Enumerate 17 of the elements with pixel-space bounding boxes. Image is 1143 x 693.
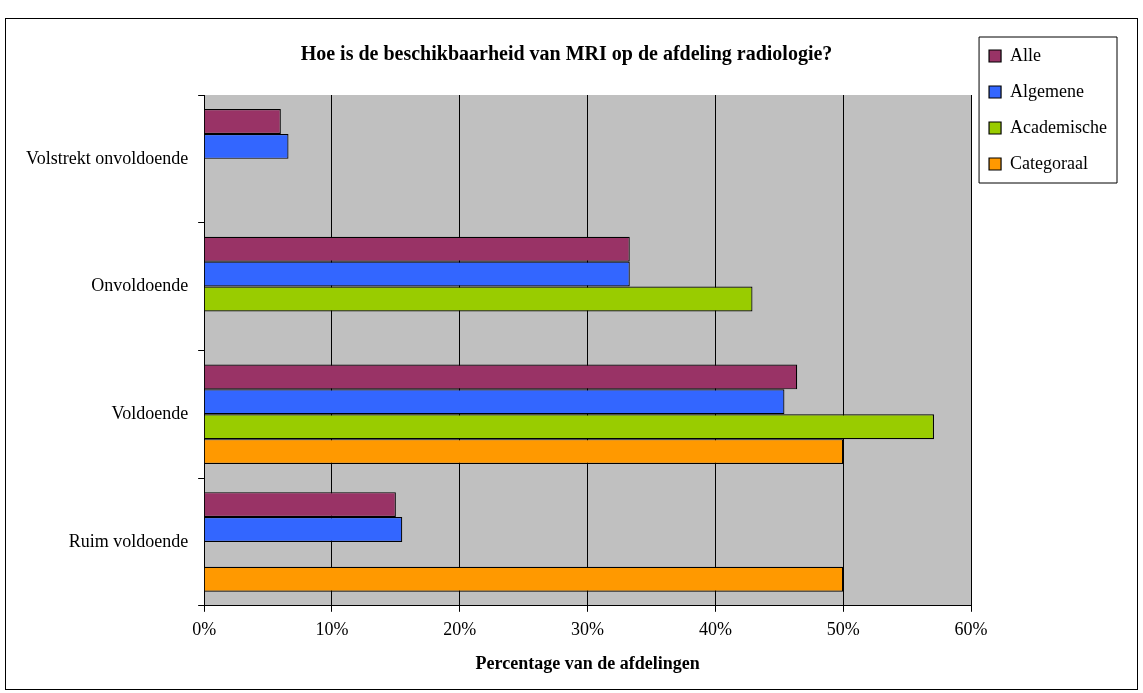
x-tick-label: 60% [954, 619, 988, 640]
x-axis-title: Percentage van de afdelingen [475, 652, 700, 673]
legend-label: Algemene [1010, 80, 1085, 101]
x-tick-label: 10% [315, 619, 349, 640]
x-tick-label: 50% [826, 619, 860, 640]
x-tick-label: 20% [443, 619, 477, 640]
legend-label: Alle [1010, 44, 1042, 65]
x-tick-label: 40% [698, 619, 732, 640]
x-tick-label: 0% [192, 619, 217, 640]
x-tick-label: 30% [571, 619, 605, 640]
legend-label: Categoraal [1010, 152, 1089, 173]
chart-title: Hoe is de beschikbaarheid van MRI op de afdeling radiologie? [300, 42, 833, 66]
y-tick-label: Voldoende [111, 402, 189, 423]
legend-label: Academische [1010, 116, 1108, 137]
y-tick-label: Volstrekt onvoldoende [25, 147, 189, 168]
y-tick-label: Ruim voldoende [68, 530, 189, 551]
y-tick-label: Onvoldoende [91, 275, 189, 296]
